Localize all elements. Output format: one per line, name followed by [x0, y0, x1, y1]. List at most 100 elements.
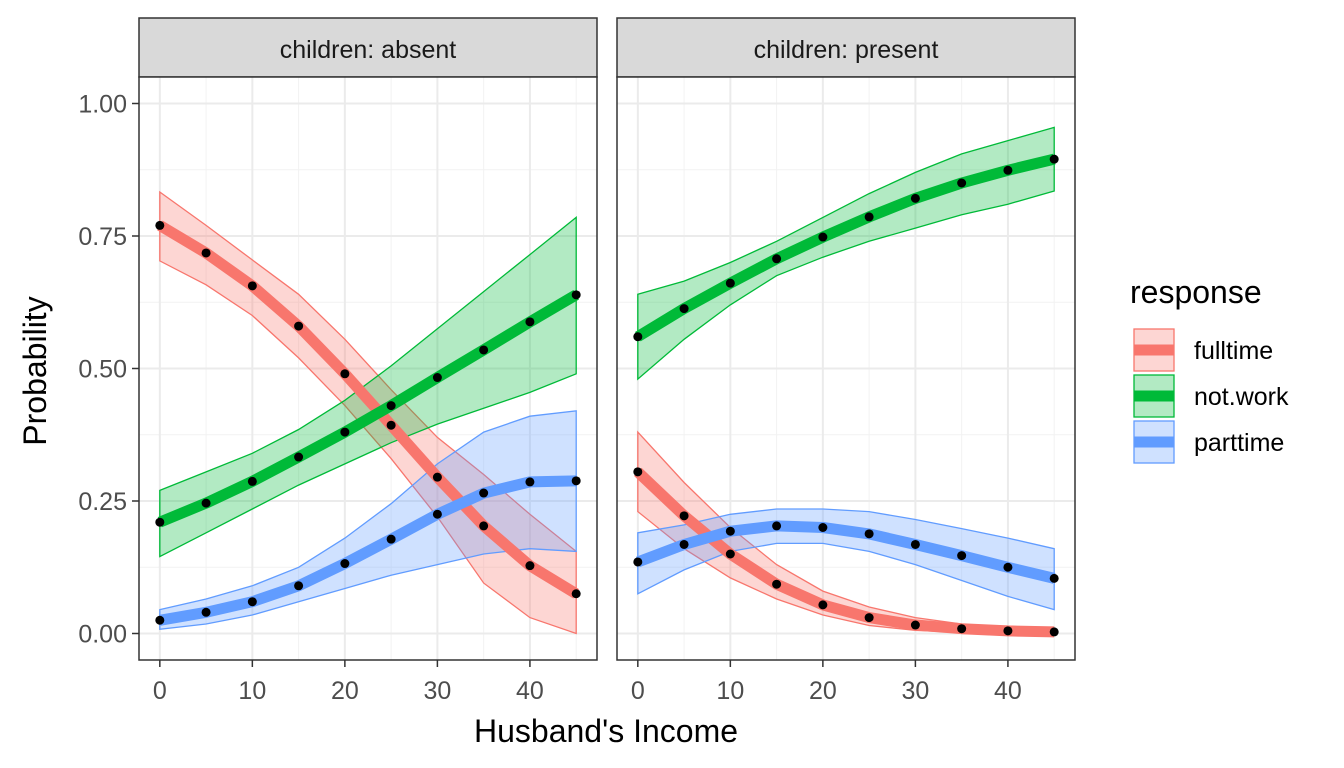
- data-point-fulltime: [910, 620, 920, 630]
- legend-item-fulltime: fulltime: [1132, 327, 1273, 373]
- data-point-fulltime: [818, 600, 828, 610]
- data-point-fulltime: [633, 467, 643, 477]
- data-point-parttime: [201, 607, 211, 617]
- data-point-parttime: [1049, 573, 1059, 583]
- legend: response fulltime not.work parttime: [1130, 274, 1289, 465]
- data-point-not-work: [1003, 165, 1013, 175]
- data-point-parttime: [340, 559, 350, 569]
- data-point-not-work: [479, 345, 489, 355]
- data-point-parttime: [679, 539, 689, 549]
- data-point-fulltime: [957, 624, 967, 634]
- data-point-not-work: [247, 476, 257, 486]
- legend-label: parttime: [1194, 429, 1284, 457]
- legend-label: not.work: [1194, 383, 1289, 411]
- data-point-parttime: [155, 615, 165, 625]
- data-point-fulltime: [1049, 627, 1059, 637]
- data-point-not-work: [725, 278, 735, 288]
- x-axis-title: Husband's Income: [474, 713, 738, 749]
- data-point-not-work: [155, 517, 165, 527]
- ribbon-parttime: [159, 410, 577, 631]
- data-point-parttime: [633, 557, 643, 567]
- data-point-fulltime: [247, 281, 257, 291]
- data-point-parttime: [1003, 562, 1013, 572]
- y-tick-label: 0.00: [78, 621, 127, 649]
- data-point-parttime: [432, 509, 442, 519]
- y-tick-label: 0.50: [78, 356, 127, 384]
- chart-panels: children: absent 0 10 20 30 40 0.00 0.25 0.50 0.7…: [78, 17, 1076, 705]
- data-point-not-work: [571, 290, 581, 300]
- series-line-parttime: [635, 520, 1056, 584]
- x-tick-label: 10: [238, 677, 266, 705]
- data-point-fulltime: [479, 521, 489, 531]
- data-point-parttime: [864, 529, 874, 539]
- data-point-fulltime: [294, 321, 304, 331]
- series-line-parttime: [158, 475, 577, 626]
- legend-item-parttime: parttime: [1132, 419, 1284, 465]
- data-point-fulltime: [571, 589, 581, 599]
- legend-title: response: [1130, 274, 1262, 310]
- data-point-fulltime: [679, 511, 689, 521]
- data-point-not-work: [1049, 154, 1059, 164]
- data-point-fulltime: [864, 613, 874, 623]
- data-point-not-work: [432, 373, 442, 383]
- data-point-fulltime: [725, 549, 735, 559]
- data-point-not-work: [340, 427, 350, 437]
- x-tick-label: 20: [331, 677, 359, 705]
- data-point-not-work: [772, 254, 782, 264]
- x-tick-label: 0: [153, 677, 167, 705]
- panel-border: [616, 76, 1076, 661]
- x-tick-label: 30: [901, 677, 929, 705]
- data-point-not-work: [201, 498, 211, 508]
- legend-label: fulltime: [1194, 337, 1273, 365]
- x-tick-label: 10: [716, 677, 744, 705]
- data-point-not-work: [633, 332, 643, 342]
- data-point-parttime: [525, 477, 535, 487]
- data-point-not-work: [864, 212, 874, 222]
- strip-background: [616, 17, 1076, 78]
- data-point-not-work: [294, 452, 304, 462]
- data-point-fulltime: [772, 579, 782, 589]
- data-point-fulltime: [525, 561, 535, 571]
- data-point-not-work: [910, 193, 920, 203]
- data-point-fulltime: [340, 369, 350, 379]
- data-point-not-work: [818, 232, 828, 242]
- data-point-not-work: [679, 304, 689, 314]
- data-point-fulltime: [155, 220, 165, 230]
- data-point-parttime: [910, 539, 920, 549]
- data-point-not-work: [525, 317, 535, 327]
- data-point-parttime: [818, 523, 828, 532]
- x-tick-label: 0: [631, 677, 645, 705]
- data-point-parttime: [571, 476, 581, 486]
- data-point-fulltime: [386, 420, 396, 430]
- legend-item-not-work: not.work: [1132, 373, 1289, 419]
- x-tick-label: 30: [423, 677, 451, 705]
- data-point-fulltime: [432, 472, 442, 482]
- x-tick-label: 40: [516, 677, 544, 705]
- x-tick-label: 20: [809, 677, 837, 705]
- strip-background: [138, 17, 598, 78]
- data-point-not-work: [957, 178, 967, 188]
- data-point-parttime: [294, 581, 304, 591]
- data-point-parttime: [479, 488, 489, 498]
- panel-children-present: children: present 0 10 20 30 40: [616, 17, 1076, 705]
- y-tick-label: 1.00: [78, 91, 127, 119]
- strip-label: children: absent: [280, 36, 457, 64]
- data-point-parttime: [957, 551, 967, 561]
- series-line-not-work: [634, 153, 1056, 342]
- series-line-not-work: [157, 290, 579, 528]
- data-point-parttime: [725, 526, 735, 536]
- y-axis-title: Probability: [17, 296, 53, 445]
- x-tick-label: 40: [994, 677, 1022, 705]
- panel-children-absent: children: absent 0 10 20 30 40 0.00 0.25 0.50 0.7…: [78, 17, 598, 705]
- y-tick-label: 0.25: [78, 488, 127, 516]
- data-point-parttime: [247, 597, 257, 607]
- data-point-fulltime: [1003, 626, 1013, 636]
- data-point-not-work: [386, 401, 396, 411]
- series-line-fulltime: [156, 220, 580, 599]
- data-point-fulltime: [201, 248, 211, 258]
- y-tick-label: 0.75: [78, 223, 127, 251]
- data-point-parttime: [386, 534, 396, 544]
- data-point-parttime: [772, 521, 782, 531]
- strip-label: children: present: [754, 36, 939, 64]
